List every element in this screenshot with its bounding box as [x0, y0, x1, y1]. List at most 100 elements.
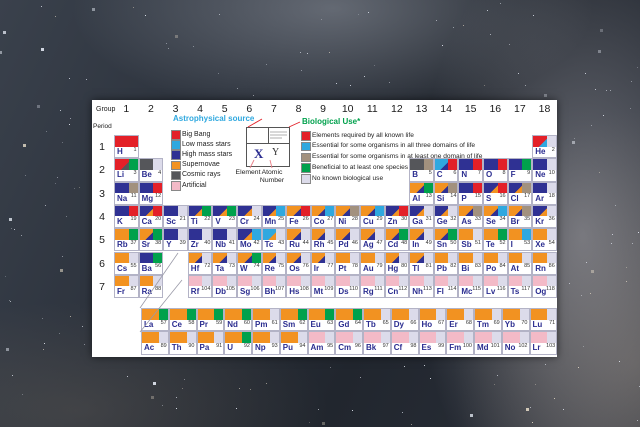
atomic-number: 51: [474, 239, 481, 246]
astro-source-swatch: [385, 205, 409, 217]
element-symbol: Ti: [190, 216, 198, 226]
bio-use-swatch: [153, 205, 163, 217]
astro-source-swatch: [287, 275, 310, 287]
atomic-number: 31: [425, 216, 432, 223]
astro-source-swatch: [410, 159, 433, 170]
element-cell-body: Hs 108: [287, 286, 310, 297]
element-cell-body: Tl 81: [410, 263, 433, 274]
bio-use-swatch: [325, 205, 335, 217]
astro-source-swatch: [213, 229, 236, 240]
astro-source-swatch: [459, 159, 482, 170]
element-symbol: W: [240, 263, 248, 273]
element-cell-body: Bh 107: [262, 286, 286, 297]
element-cell-body: Md 101: [475, 342, 501, 354]
bio-use-swatch: [547, 332, 557, 343]
bio-use-swatch: [214, 332, 224, 343]
element-cell-ca: Ca 20: [138, 204, 164, 229]
element-cell-pu: Pu 94: [279, 331, 308, 355]
legend-label: Cosmic rays: [182, 171, 221, 179]
element-symbol: Nb: [215, 240, 227, 250]
element-cell-ra: Ra 88: [138, 274, 164, 299]
element-cell-body: Zn 30: [385, 216, 409, 227]
atomic-number: 86: [548, 263, 555, 269]
element-symbol: Kr: [535, 216, 545, 226]
element-cell-body: Re 75: [262, 263, 286, 274]
element-symbol: Bk: [366, 343, 377, 353]
legend-label: Artificial: [182, 181, 207, 189]
bio-use-swatch: [177, 229, 187, 240]
atomic-number: 36: [548, 216, 555, 223]
element-symbol: Lu: [532, 320, 543, 329]
atomic-number: 100: [462, 342, 472, 349]
astro-source-swatch: [287, 205, 310, 217]
astro-source-swatch: [364, 309, 390, 320]
atomic-number: 6: [453, 169, 457, 176]
element-symbol: Ce: [171, 320, 182, 329]
element-symbol: In: [412, 240, 420, 250]
element-symbol: Ge: [436, 216, 448, 226]
element-symbol: Ir: [313, 263, 320, 273]
atomic-number: 27: [327, 216, 334, 223]
bio-use-swatch: [472, 252, 482, 263]
bio-use-swatch: [423, 252, 433, 263]
element-cell-cr: Cr 24: [237, 204, 262, 229]
atomic-number: 74: [253, 263, 260, 269]
element-cell-body: Ta 73: [213, 263, 236, 274]
astro-source-swatch: [508, 159, 532, 170]
legend-label: High mass stars: [182, 150, 233, 158]
element-cell-body: Zr 40: [188, 239, 212, 251]
atomic-number: 54: [548, 239, 555, 246]
element-cell-i: I 53: [507, 228, 533, 252]
element-cell-yb: Yb 70: [501, 308, 530, 332]
atomic-number: 113: [423, 286, 432, 293]
atomic-number: 66: [410, 319, 417, 326]
bio-use-swatch: [408, 309, 418, 320]
element-symbol: Ts: [510, 286, 520, 296]
element-symbol: Be: [141, 170, 152, 180]
element-symbol: C: [436, 170, 443, 180]
element-cell-au: Au 79: [360, 251, 385, 275]
atomic-number: 11: [130, 193, 137, 200]
element-symbol: Mt: [313, 286, 324, 296]
element-cell-k: K 19: [114, 204, 139, 229]
element-symbol: Fl: [436, 286, 444, 296]
astro-source-swatch: [213, 205, 236, 217]
bio-use-swatch: [448, 205, 458, 217]
element-cell-in: In 49: [409, 228, 434, 252]
element-symbol: Ho: [421, 320, 433, 329]
element-cell-body: Cl 17: [508, 193, 532, 204]
astro-source-swatch: [434, 229, 458, 240]
bio-use-swatch: [242, 332, 251, 343]
element-symbol: S: [486, 193, 492, 203]
atomic-number: 64: [354, 319, 361, 326]
element-cell-te: Te 52: [483, 228, 508, 252]
bio-use-swatch: [546, 205, 556, 217]
bio-use-swatch: [522, 252, 532, 263]
element-symbol: Ds: [338, 286, 349, 296]
element-cell-body: Fe 26: [287, 216, 310, 227]
atomic-number: 17: [524, 193, 531, 200]
atomic-number: 83: [474, 263, 481, 269]
astro-source-swatch: [410, 205, 433, 217]
astro-source-swatch: [115, 275, 138, 287]
element-cell-body: Cu 29: [361, 216, 384, 227]
astro-source-swatch: [142, 332, 168, 343]
bio-use-swatch: [251, 229, 261, 240]
bio-use-swatch: [374, 229, 384, 240]
element-symbol: Mn: [264, 216, 277, 226]
bio-use-swatch: [436, 309, 446, 320]
atomic-number: 32: [450, 216, 457, 223]
element-cell-body: Sb 51: [459, 239, 482, 251]
bio-use-swatch: [242, 309, 251, 320]
atomic-number: 81: [425, 263, 432, 269]
element-symbol: Te: [486, 240, 495, 250]
element-cell-body: Ho 67: [419, 319, 446, 330]
bio-use-swatch: [128, 252, 138, 263]
element-cell-body: V 23: [213, 216, 236, 227]
astro-source-swatch: [508, 275, 532, 287]
bio-use-swatch: [226, 275, 236, 287]
element-symbol: U: [227, 343, 234, 353]
atomic-number: 107: [275, 286, 285, 293]
